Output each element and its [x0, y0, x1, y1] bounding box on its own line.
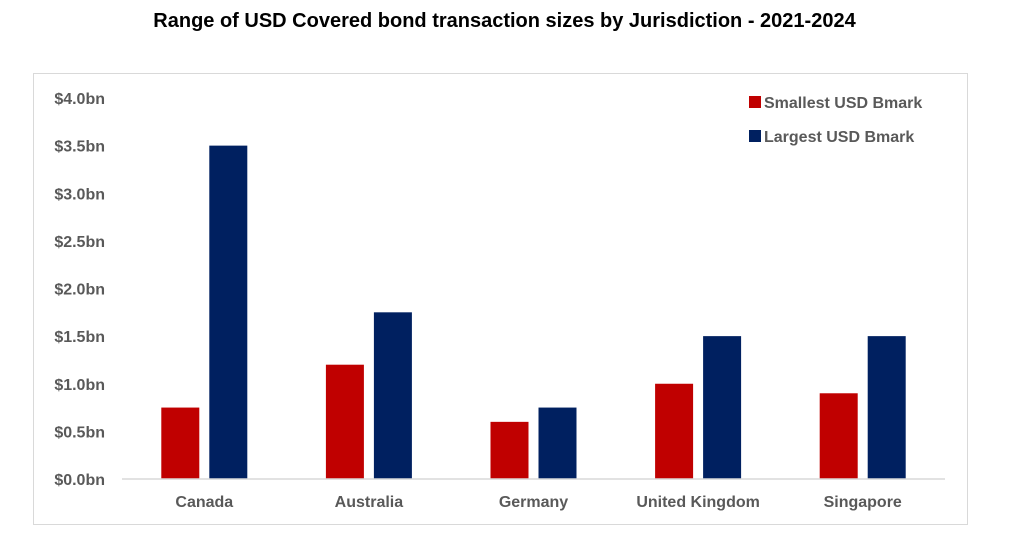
x-tick-label: Australia: [335, 494, 404, 511]
y-tick-label: $3.0bn: [54, 186, 105, 203]
bar-largest-usd-bmark-germany: [538, 407, 577, 479]
chart-title: Range of USD Covered bond transaction si…: [153, 10, 856, 32]
bar-largest-usd-bmark-australia: [373, 312, 412, 479]
legend-swatch: [749, 96, 761, 108]
bar-smallest-usd-bmark-singapore: [819, 393, 858, 479]
x-axis-ticks: Canada Australia Germany United Kingdom Sing…: [175, 494, 902, 511]
x-tick-label: United Kingdom: [636, 494, 760, 511]
y-axis-ticks: $0.0bn $0.5bn $1.0bn $1.5bn $2.0bn $2.5bn $3.0…: [54, 91, 105, 489]
bar-smallest-usd-bmark-canada: [161, 407, 200, 479]
bar-smallest-usd-bmark-germany: [490, 421, 529, 479]
y-tick-label: $3.5bn: [54, 139, 105, 156]
legend-swatch: [749, 130, 761, 142]
legend: Smallest USD Bmark Largest USD Bmark: [749, 95, 922, 146]
x-tick-label: Germany: [499, 494, 568, 511]
y-tick-label: $2.0bn: [54, 282, 105, 299]
y-tick-label: $1.5bn: [54, 329, 105, 346]
y-tick-label: $4.0bn: [54, 91, 105, 108]
x-tick-label: Singapore: [824, 494, 902, 511]
bar-smallest-usd-bmark-united-kingdom: [655, 383, 694, 479]
bar-largest-usd-bmark-united-kingdom: [703, 336, 742, 479]
bar-largest-usd-bmark-canada: [209, 145, 248, 479]
bar-smallest-usd-bmark-australia: [325, 364, 364, 479]
y-tick-label: $2.5bn: [54, 234, 105, 251]
bar-series-group: [161, 145, 906, 479]
legend-label: Smallest USD Bmark: [764, 95, 922, 112]
bar-largest-usd-bmark-singapore: [867, 336, 906, 479]
y-tick-label: $0.5bn: [54, 424, 105, 441]
y-tick-label: $0.0bn: [54, 472, 105, 489]
x-tick-label: Canada: [175, 494, 233, 511]
y-tick-label: $1.0bn: [54, 377, 105, 394]
legend-label: Largest USD Bmark: [764, 129, 914, 146]
plot-area-frame: [33, 73, 968, 525]
